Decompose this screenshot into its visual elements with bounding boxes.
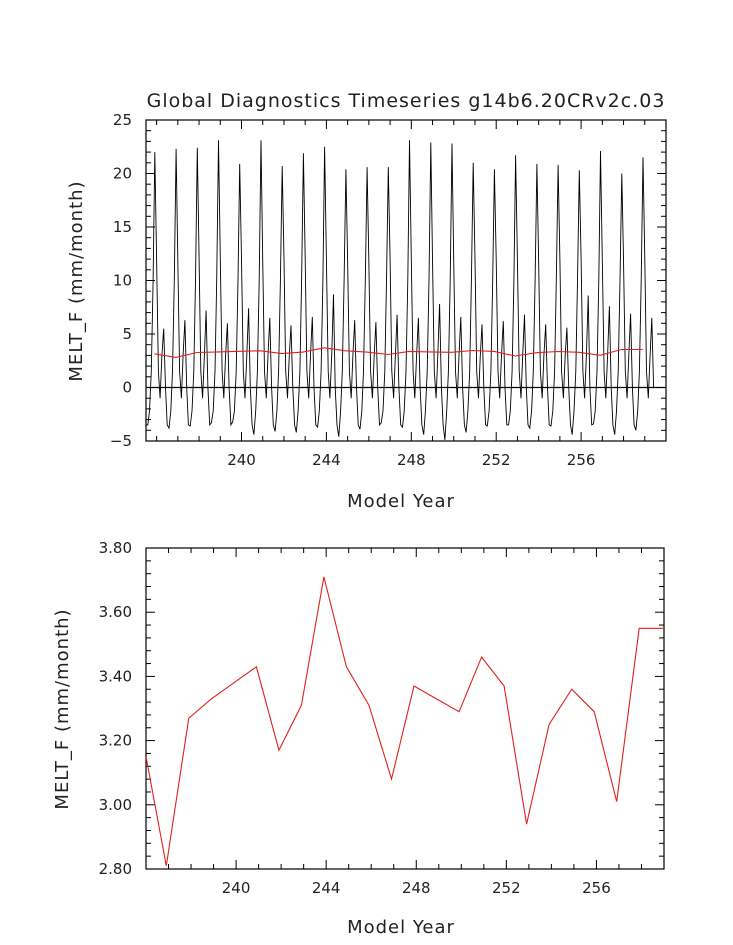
y-tick-label: 3.60 xyxy=(99,603,132,621)
bottom-chart: 240 244 248 252 256 2.80 3.00 3.20 3.40 … xyxy=(52,539,665,938)
x-tick-label: 256 xyxy=(567,451,596,469)
x-tick-label: 240 xyxy=(222,879,251,897)
x-tick-label: 252 xyxy=(482,451,511,469)
x-tick-labels: 240 244 248 252 256 xyxy=(227,451,595,469)
y-tick-label: 2.80 xyxy=(99,860,132,878)
x-tick-label: 240 xyxy=(227,451,256,469)
y-tick-label: 3.80 xyxy=(99,539,132,557)
y-tick-label: 20 xyxy=(113,165,132,183)
y-axis-label: MELT_F (mm/month) xyxy=(66,180,87,381)
y-tick-label: 3.20 xyxy=(99,732,132,750)
x-tick-label: 252 xyxy=(492,879,521,897)
x-tick-label: 244 xyxy=(312,879,341,897)
y-tick-label: 0 xyxy=(122,379,132,397)
y-tick-labels: 2.80 3.00 3.20 3.40 3.60 3.80 xyxy=(99,539,132,878)
y-tick-label: 5 xyxy=(122,325,132,343)
x-axis-label: Model Year xyxy=(347,917,455,938)
y-tick-label: 3.40 xyxy=(99,667,132,685)
series-line-monthly xyxy=(146,140,655,440)
y-tick-label: 15 xyxy=(113,218,132,236)
tick-marks xyxy=(146,119,667,442)
x-tick-label: 244 xyxy=(312,451,341,469)
y-tick-label: 3.00 xyxy=(99,796,132,814)
series-line-annual-mean xyxy=(145,576,664,866)
y-tick-label: 10 xyxy=(113,272,132,290)
x-tick-label: 248 xyxy=(397,451,426,469)
y-tick-labels: −5 0 5 10 15 20 25 xyxy=(110,111,132,450)
chart-title: Global Diagnostics Timeseries g14b6.20CR… xyxy=(147,90,666,112)
tick-marks xyxy=(145,547,665,870)
y-tick-label: −5 xyxy=(110,432,132,450)
x-tick-labels: 240 244 248 252 256 xyxy=(222,879,611,897)
series-line-annual-mean xyxy=(154,347,643,358)
x-tick-label: 248 xyxy=(402,879,431,897)
y-tick-label: 25 xyxy=(113,111,132,129)
plot-frame xyxy=(145,547,665,870)
x-axis-label: Model Year xyxy=(347,491,455,512)
x-tick-label: 256 xyxy=(582,879,611,897)
y-axis-label: MELT_F (mm/month) xyxy=(52,608,73,809)
top-chart: Global Diagnostics Timeseries g14b6.20CR… xyxy=(66,90,667,512)
